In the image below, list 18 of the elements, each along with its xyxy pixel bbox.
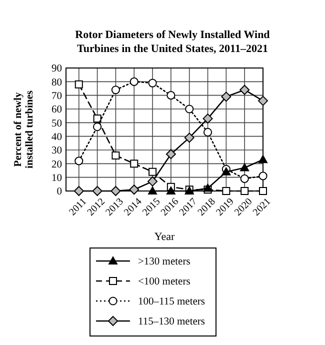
y-tick-label: 80 <box>52 77 62 88</box>
y-tick-label: 20 <box>52 159 62 170</box>
legend-label: >130 meters <box>138 256 190 268</box>
y-tick-label: 30 <box>52 146 62 157</box>
y-tick-label: 60 <box>52 104 62 116</box>
y-tick-label: 40 <box>52 132 62 144</box>
y-tick-label: 50 <box>52 118 62 130</box>
y-tick-label: 10 <box>52 173 62 184</box>
legend-label: 115–130 meters <box>138 316 205 328</box>
y-tick-label: 0 <box>56 186 62 198</box>
y-axis-title: Percent of newly installed turbines <box>12 90 36 168</box>
legend-label: <100 meters <box>138 276 190 288</box>
x-axis-title: Year <box>154 231 175 243</box>
y-tick-label: 90 <box>52 64 62 75</box>
legend-label: 100–115 meters <box>138 296 205 308</box>
chart-title: Rotor Diameters of Newly Installed Wind Turbines in the United States, 2011–2021 <box>75 29 270 55</box>
x-tick-label: 2011 <box>67 196 89 218</box>
y-tick-label: 70 <box>52 91 62 102</box>
